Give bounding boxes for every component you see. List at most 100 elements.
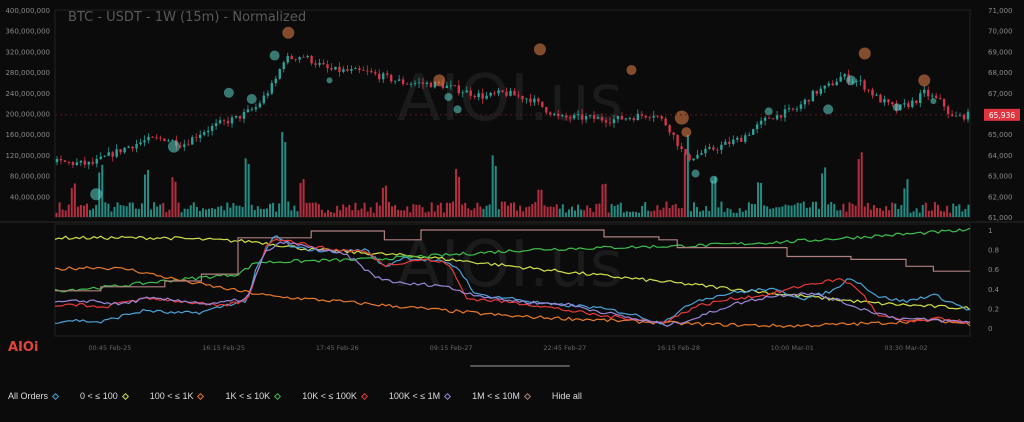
volume-bar [741,211,744,217]
candle-body [195,137,198,139]
volume-bar [342,204,345,217]
candle-body [151,136,154,138]
volume-bar [369,207,372,217]
volume-bar [439,202,442,217]
candle-body [938,98,942,100]
volume-bar [772,208,775,217]
volume-bar [92,208,95,217]
volume-bar [671,205,674,217]
left-axis-tick-label: 320,000,000 [5,48,50,56]
volume-bar [64,210,67,217]
volume-bar [592,212,595,217]
candle-body [680,146,683,150]
candle-body [664,118,667,126]
volume-bar [509,202,512,217]
candle-body [103,155,106,157]
legend-item-100-1k[interactable]: 100 < ≤ 1K [150,391,205,401]
volume-bar [860,152,863,217]
candle-body [79,160,83,163]
candle-body [724,141,727,145]
legend-item-1m-10m[interactable]: 1M < ≤ 10M [472,391,531,401]
candle-body [461,92,464,94]
volume-bar [82,205,85,217]
volume-bar [561,204,564,217]
hide-all-button[interactable]: Hide all [552,391,582,401]
volume-bar [674,204,677,217]
candle-body [561,115,564,117]
volume-bar [287,201,290,217]
volume-bar [448,203,451,217]
candle-body [445,85,449,89]
legend-item-10k-100k[interactable]: 10K < ≤ 100K [302,391,368,401]
candle-body [425,82,429,84]
volume-bar [229,207,232,217]
candle-body [807,99,811,102]
volume-bar [445,202,448,217]
candle-body [417,82,421,84]
volume-bar [857,159,860,217]
volume-bar [433,211,436,217]
candle-body [521,95,524,100]
candle-body [891,102,894,105]
order-bubble [533,43,546,56]
candle-body [163,138,166,142]
volume-bar [232,203,235,217]
volume-bar [214,209,217,217]
volume-bar [116,202,119,217]
candle-body [628,118,632,119]
candle-body [489,92,492,96]
volume-bar [131,202,134,217]
candle-body [397,79,401,81]
volume-bar [638,212,641,217]
volume-bar [711,180,714,217]
candle-body [612,119,616,124]
order-bubble [846,75,857,86]
candle-body [123,147,126,153]
volume-bar [628,211,631,217]
volume-bar [891,202,894,217]
volume-bar [662,207,665,217]
volume-bar [839,210,842,217]
candle-body [545,107,548,113]
volume-bar [616,204,619,217]
volume-bar [366,211,369,217]
candle-body [648,117,651,119]
legend-item-100k-1m[interactable]: 100K < ≤ 1M [389,391,452,401]
legend-item-1k-10k[interactable]: 1K < ≤ 10K [225,391,282,401]
chart-svg[interactable]: AIOI.us AIOI.us BTC - USDT - 1W (15m) - No… [0,0,1024,360]
candle-body [362,70,365,71]
normalized-axis-tick-label: 0 [988,325,992,333]
volume-bar [540,189,543,217]
candle-body [378,73,381,80]
diamond-icon [197,392,205,400]
candle-body [592,115,596,119]
candle-body [409,83,413,85]
horizontal-scrollbar[interactable] [470,365,570,367]
volume-bar [70,188,73,217]
chart-area[interactable]: AIOI.us AIOI.us BTC - USDT - 1W (15m) - No… [0,0,1024,360]
volume-bar [805,207,808,217]
candle-body [111,152,114,157]
candle-body [859,80,862,82]
logo: AIOi [8,340,38,355]
volume-bar [946,205,949,217]
volume-bar [494,165,497,217]
volume-bar [95,204,98,217]
series-line [54,240,971,327]
volume-bar [564,212,567,217]
candle-body [803,99,807,105]
order-bubble [858,47,871,60]
candle-body [59,158,63,161]
candle-body [370,70,373,73]
candle-body [326,64,329,69]
volume-bar [793,204,796,217]
volume-bar [244,158,247,217]
legend-item-0-100[interactable]: 0 < ≤ 100 [80,391,129,401]
right-axis-tick-label: 71,000 [988,7,1013,15]
candle-body [931,95,934,97]
diamond-icon [360,392,368,400]
legend-item-all-orders[interactable]: All Orders [8,391,60,401]
volume-bar [372,212,375,217]
volume-bar [265,208,268,217]
candle-body [405,83,409,85]
